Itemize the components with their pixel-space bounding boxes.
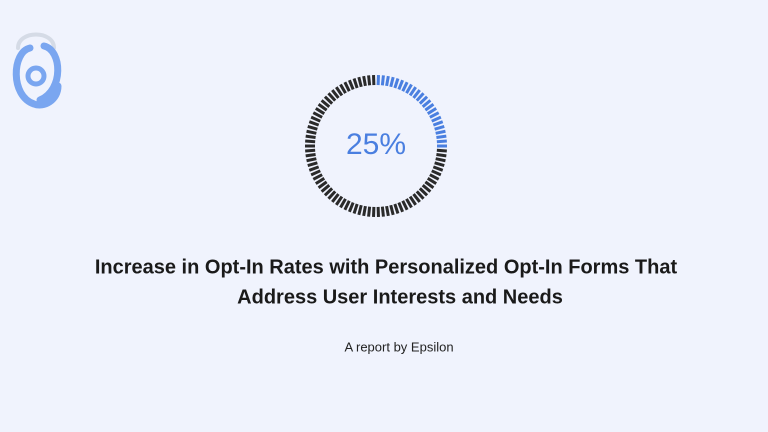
- gauge-segment: [343, 81, 351, 92]
- gauge-segment: [305, 148, 316, 153]
- gauge-segment: [357, 76, 363, 88]
- gauge-segment: [412, 89, 421, 99]
- gauge-segment: [323, 95, 334, 105]
- gauge-segment: [348, 79, 355, 91]
- gauge-segment: [421, 99, 432, 108]
- gauge: [305, 74, 447, 218]
- gauge-segment: [314, 177, 326, 185]
- gauge-segment: [431, 115, 442, 123]
- gauge-segment: [335, 86, 344, 97]
- gauge-segment: [331, 89, 340, 99]
- gauge-segment: [405, 198, 413, 209]
- gauge-segment: [418, 95, 429, 105]
- gauge-segment: [339, 83, 347, 94]
- gauge-segment: [308, 165, 320, 172]
- gauge-segment: [367, 75, 372, 86]
- logo-shackle: [16, 32, 56, 50]
- gauge-segment: [401, 200, 409, 211]
- gauge-segment: [327, 92, 337, 102]
- gauge-segment: [415, 92, 425, 102]
- gauge-segment: [367, 206, 372, 217]
- gauge-segment: [434, 161, 445, 168]
- gauge-segment: [412, 193, 421, 203]
- gauge-segment: [310, 115, 321, 123]
- gauge-segment: [323, 187, 334, 197]
- gauge-segment: [435, 157, 446, 163]
- gauge-segment: [317, 103, 328, 112]
- gauge-segment: [380, 206, 385, 217]
- gauge-segment: [435, 129, 446, 135]
- gauge-segment: [385, 205, 390, 217]
- gauge-segment: [335, 195, 344, 206]
- gauge-segment: [397, 79, 404, 91]
- gauge-segment: [434, 124, 445, 131]
- gauge-track: [305, 74, 447, 218]
- gauge-segment: [307, 124, 318, 131]
- gauge-segment: [320, 184, 331, 193]
- title: Increase in Opt-In Rates with Personaliz…: [95, 256, 678, 278]
- gauge-segment: [429, 111, 440, 119]
- gauge-segment: [429, 173, 440, 181]
- gauge-segment: [389, 76, 395, 88]
- gauge-segment: [426, 107, 438, 115]
- gauge-segment: [393, 203, 400, 214]
- gauge-segment: [305, 139, 316, 144]
- gauge-segment: [408, 86, 417, 97]
- gauge-segment: [357, 204, 363, 216]
- gauge-segment: [415, 190, 425, 200]
- gauge-segment: [343, 200, 351, 211]
- gauge-segment: [308, 120, 320, 127]
- gauge-segment: [393, 78, 400, 89]
- gauge-segment: [436, 153, 447, 158]
- gauge-segment: [310, 169, 321, 177]
- gauge-segment: [401, 81, 409, 92]
- gauge-segment: [317, 180, 328, 189]
- gauge-segment: [352, 78, 359, 89]
- gauge-segment: [312, 173, 323, 181]
- gauge-segment: [331, 193, 340, 203]
- gauge-segment: [397, 201, 404, 213]
- gauge-segment: [305, 153, 316, 158]
- gauge-segment: [305, 134, 316, 139]
- gauge-segment: [436, 139, 447, 144]
- gauge-segment: [436, 148, 447, 153]
- gauge-value: [376, 74, 447, 148]
- gauge-segment: [320, 99, 331, 108]
- gauge-segment: [421, 184, 432, 193]
- gauge-segment: [312, 111, 323, 119]
- gauge-segment: [432, 120, 444, 127]
- gauge-segment: [432, 165, 444, 172]
- gauge-segment: [348, 201, 355, 213]
- gauge-segment: [426, 177, 438, 185]
- gauge-segment: [362, 205, 367, 217]
- gauge-segment: [389, 204, 395, 216]
- gauge-segment: [362, 75, 367, 87]
- subtitle: A report by Epsilon: [344, 339, 453, 354]
- gauge-segment: [307, 161, 318, 168]
- gauge-segment: [418, 187, 429, 197]
- gauge-segment: [405, 83, 413, 94]
- logo-ring: [12, 44, 62, 109]
- gauge-segment: [436, 134, 447, 139]
- gauge-segment: [306, 157, 317, 163]
- gauge-segment: [424, 180, 435, 189]
- gauge-label: 25%: [346, 128, 406, 161]
- gauge-segment: [314, 107, 326, 115]
- gauge-segment: [380, 75, 385, 86]
- logo-keyhole: [25, 65, 47, 87]
- gauge-segment: [306, 129, 317, 135]
- gauge-segment: [431, 169, 442, 177]
- gauge-segment: [385, 75, 390, 87]
- title: Address User Interests and Needs: [237, 286, 563, 308]
- logo: [12, 32, 62, 109]
- logo-ring: [36, 42, 62, 104]
- gauge-segment: [408, 195, 417, 206]
- gauge-segment: [339, 198, 347, 209]
- gauge-segment: [327, 190, 337, 200]
- gauge-segment: [424, 103, 435, 112]
- gauge-segment: [352, 203, 359, 214]
